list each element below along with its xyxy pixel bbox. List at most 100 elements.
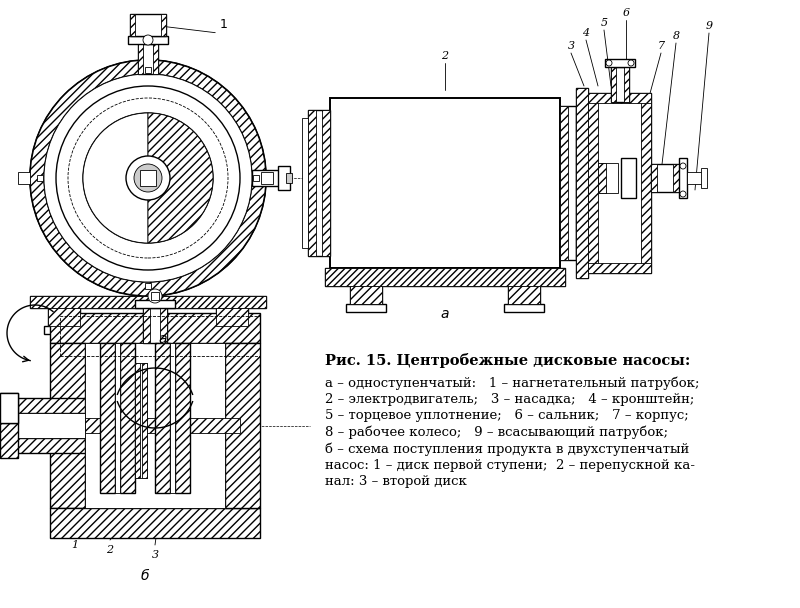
- Text: 5: 5: [601, 18, 607, 28]
- Bar: [588, 93, 651, 103]
- Bar: [621, 158, 636, 198]
- Bar: [50, 508, 260, 538]
- Text: насос: 1 – диск первой ступени;  2 – перепускной ка-: насос: 1 – диск первой ступени; 2 – пере…: [325, 458, 695, 472]
- Text: 8: 8: [673, 31, 679, 41]
- Bar: [135, 363, 147, 478]
- Wedge shape: [148, 113, 213, 243]
- Bar: [325, 268, 565, 286]
- Text: 6: 6: [622, 8, 630, 18]
- Circle shape: [126, 156, 170, 200]
- Text: 1: 1: [220, 18, 228, 31]
- Bar: [130, 14, 166, 36]
- Text: 4: 4: [582, 28, 590, 38]
- Bar: [161, 14, 166, 36]
- Bar: [588, 93, 651, 273]
- Bar: [143, 308, 167, 343]
- Bar: [138, 44, 143, 74]
- Bar: [128, 36, 168, 44]
- Bar: [308, 110, 316, 256]
- Text: 1: 1: [71, 540, 78, 550]
- Bar: [605, 59, 635, 67]
- Bar: [350, 286, 382, 304]
- Circle shape: [680, 163, 686, 169]
- Bar: [576, 88, 588, 278]
- Text: нал: 3 – второй диск: нал: 3 – второй диск: [325, 475, 467, 488]
- Bar: [143, 308, 150, 343]
- Bar: [679, 158, 687, 198]
- Bar: [100, 343, 115, 493]
- Bar: [325, 268, 565, 286]
- Text: 2 – электродвигатель;   3 – насадка;   4 – кронштейн;: 2 – электродвигатель; 3 – насадка; 4 – к…: [325, 393, 694, 406]
- Bar: [588, 263, 651, 273]
- Bar: [673, 164, 679, 192]
- Bar: [588, 93, 598, 273]
- Bar: [508, 286, 540, 304]
- Bar: [576, 88, 588, 278]
- Text: а: а: [158, 332, 167, 346]
- Bar: [138, 44, 158, 74]
- Bar: [0, 423, 18, 458]
- Circle shape: [148, 289, 162, 303]
- Circle shape: [606, 60, 612, 66]
- Bar: [278, 166, 290, 190]
- Bar: [153, 44, 158, 74]
- Bar: [175, 343, 190, 493]
- Bar: [115, 343, 120, 493]
- Text: 2: 2: [106, 545, 114, 555]
- Bar: [350, 286, 382, 304]
- Bar: [0, 393, 18, 423]
- Text: 3: 3: [151, 550, 158, 560]
- Wedge shape: [83, 113, 148, 243]
- Bar: [0, 438, 85, 453]
- Bar: [651, 164, 657, 192]
- Bar: [30, 296, 266, 308]
- Text: 9: 9: [706, 21, 713, 31]
- Bar: [252, 170, 282, 186]
- Bar: [135, 363, 140, 478]
- Bar: [50, 343, 85, 508]
- Bar: [261, 172, 273, 184]
- Bar: [701, 168, 707, 188]
- Bar: [142, 363, 147, 478]
- Bar: [641, 93, 651, 273]
- Bar: [120, 343, 135, 493]
- Text: б: б: [141, 569, 150, 583]
- Bar: [611, 67, 616, 102]
- Bar: [624, 67, 629, 102]
- Text: а: а: [441, 307, 450, 321]
- Bar: [48, 308, 80, 326]
- Circle shape: [56, 86, 240, 270]
- Bar: [85, 418, 240, 433]
- Circle shape: [680, 191, 686, 197]
- Bar: [560, 106, 576, 260]
- Bar: [130, 14, 135, 36]
- Bar: [302, 118, 308, 248]
- Bar: [155, 343, 170, 493]
- Bar: [37, 175, 43, 181]
- Bar: [85, 343, 225, 508]
- Bar: [598, 163, 618, 193]
- Bar: [145, 67, 151, 73]
- Circle shape: [134, 164, 162, 192]
- Bar: [560, 106, 568, 260]
- Text: 2: 2: [442, 51, 449, 61]
- Bar: [0, 413, 85, 438]
- Bar: [160, 308, 167, 343]
- Circle shape: [143, 35, 153, 45]
- Bar: [170, 343, 175, 493]
- Bar: [44, 326, 84, 334]
- Bar: [145, 283, 151, 289]
- Circle shape: [628, 60, 634, 66]
- Bar: [0, 393, 18, 423]
- Text: а – одноступенчатый:   1 – нагнетательный патрубок;: а – одноступенчатый: 1 – нагнетательный …: [325, 376, 699, 390]
- Wedge shape: [30, 60, 266, 296]
- Bar: [611, 67, 629, 102]
- Bar: [508, 286, 540, 304]
- Bar: [253, 175, 259, 181]
- Bar: [30, 296, 266, 308]
- Circle shape: [83, 113, 213, 243]
- Bar: [651, 164, 679, 192]
- Bar: [216, 308, 248, 326]
- Bar: [504, 304, 544, 312]
- Bar: [151, 292, 159, 300]
